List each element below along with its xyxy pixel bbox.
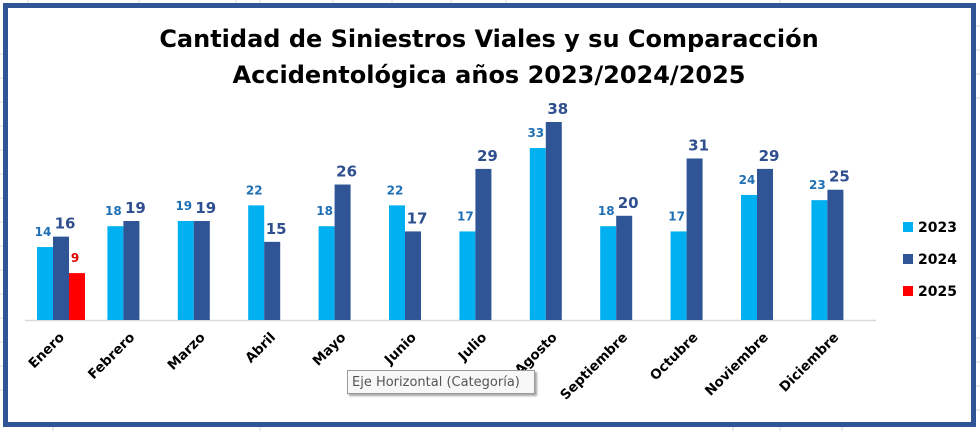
bar-2024-noviembre[interactable]	[757, 168, 773, 320]
bar-2024-junio[interactable]	[405, 231, 421, 320]
value-label-2024-agosto: 38	[547, 100, 568, 118]
bar-2023-marzo[interactable]	[177, 221, 194, 320]
category-label-enero: Enero	[25, 330, 67, 372]
category-label-febrero: Febrero	[85, 330, 138, 383]
legend-swatch-2024[interactable]	[903, 254, 913, 264]
value-label-2024-octubre: 31	[688, 136, 709, 154]
value-label-2024-septiembre: 20	[618, 194, 639, 212]
legend-label-2024[interactable]: 2024	[918, 252, 957, 268]
bar-2023-junio[interactable]	[389, 205, 405, 320]
value-label-2023-agosto: 33	[527, 126, 544, 140]
bar-2023-enero[interactable]	[37, 247, 53, 320]
category-label-marzo: Marzo	[165, 330, 209, 374]
bar-2024-marzo[interactable]	[193, 221, 210, 320]
value-label-2023-enero: 14	[35, 225, 52, 239]
value-label-2023-mayo: 18	[316, 204, 333, 218]
bar-2023-diciembre[interactable]	[811, 200, 828, 320]
bar-2023-agosto[interactable]	[529, 148, 546, 320]
value-label-2024-noviembre: 29	[759, 147, 780, 165]
bar-2024-diciembre[interactable]	[827, 189, 844, 320]
bar-2024-mayo[interactable]	[334, 184, 351, 320]
bar-2023-septiembre[interactable]	[600, 226, 617, 320]
value-label-2023-diciembre: 23	[809, 178, 826, 192]
legend[interactable]: 2023 2024 2025	[903, 220, 957, 300]
axis-tooltip: Eje Horizontal (Categoría)	[347, 370, 535, 394]
category-label-diciembre: Diciembre	[776, 330, 842, 396]
bar-2024-agosto[interactable]	[545, 122, 562, 320]
bar-2023-mayo[interactable]	[318, 226, 335, 320]
value-label-2024-julio: 29	[477, 147, 498, 165]
category-label-julio: Julio	[455, 330, 490, 365]
category-label-octubre: Octubre	[647, 330, 701, 384]
legend-label-2023[interactable]: 2023	[918, 220, 957, 236]
bar-2024-febrero[interactable]	[123, 221, 140, 320]
value-label-2023-septiembre: 18	[598, 204, 615, 218]
chart-title-line-2: Accidentológica años 2023/2024/2025	[233, 61, 746, 89]
value-label-2024-diciembre: 25	[829, 168, 850, 186]
value-label-2024-enero: 16	[55, 215, 76, 233]
value-label-2024-junio: 17	[407, 209, 428, 227]
category-label-mayo: Mayo	[310, 330, 350, 370]
category-label-junio: Junio	[381, 330, 420, 369]
value-label-2023-febrero: 18	[105, 204, 122, 218]
bar-2023-abril[interactable]	[248, 205, 265, 320]
bar-2023-febrero[interactable]	[107, 226, 124, 320]
value-label-2023-marzo: 19	[175, 199, 192, 213]
bar-2023-octubre[interactable]	[670, 231, 687, 320]
value-label-2024-febrero: 19	[125, 199, 146, 217]
bar-2024-abril[interactable]	[264, 241, 281, 320]
bars-layer	[37, 122, 844, 320]
bar-2024-enero[interactable]	[53, 236, 69, 320]
bar-2023-noviembre[interactable]	[741, 194, 757, 320]
category-label-septiembre: Septiembre	[557, 330, 631, 404]
value-label-2024-marzo: 19	[195, 199, 216, 217]
legend-swatch-2023[interactable]	[903, 222, 913, 232]
value-label-2025-enero: 9	[71, 251, 79, 265]
value-label-2023-junio: 22	[387, 183, 404, 197]
value-label-2023-abril: 22	[246, 183, 263, 197]
value-label-2023-julio: 17	[457, 209, 474, 223]
legend-swatch-2025[interactable]	[903, 286, 913, 296]
bar-2024-julio[interactable]	[475, 168, 492, 320]
value-label-2024-abril: 15	[266, 220, 287, 238]
legend-label-2025[interactable]: 2025	[918, 284, 957, 300]
category-label-noviembre: Noviembre	[702, 330, 772, 400]
bar-2025-enero[interactable]	[69, 273, 85, 320]
value-label-2023-noviembre: 24	[739, 173, 756, 187]
bar-2024-octubre[interactable]	[686, 158, 703, 320]
category-label-abril: Abril	[242, 330, 279, 367]
value-label-2023-octubre: 17	[668, 209, 685, 223]
bar-2023-julio[interactable]	[459, 231, 476, 320]
chart-title-line-1: Cantidad de Siniestros Viales y su Compa…	[159, 25, 818, 53]
bar-2024-septiembre[interactable]	[616, 215, 633, 320]
value-label-2024-mayo: 26	[336, 163, 357, 181]
